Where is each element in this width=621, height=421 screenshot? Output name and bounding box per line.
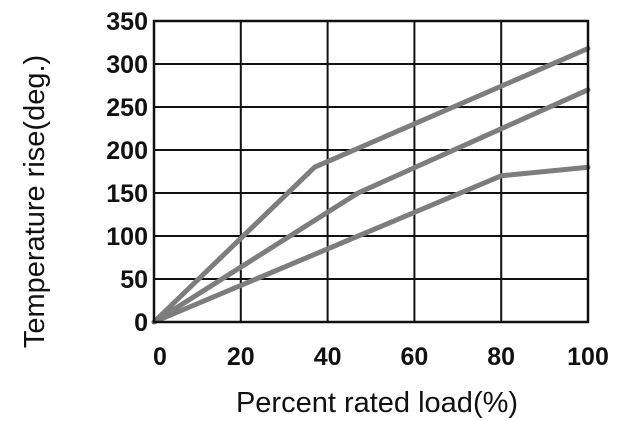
y-tick-label: 300 — [106, 51, 148, 79]
x-tick-label: 60 — [400, 343, 428, 371]
y-tick-label: 150 — [106, 180, 148, 208]
series-lines — [151, 46, 591, 325]
y-tick-label: 50 — [120, 266, 148, 294]
y-tick-label: 200 — [106, 137, 148, 165]
x-tick-label: 20 — [227, 343, 255, 371]
x-axis-label: Percent rated load(%) — [236, 387, 518, 419]
series-line-1 — [151, 46, 591, 325]
series-line-2 — [151, 87, 591, 325]
series-line-3 — [151, 164, 591, 325]
plot-frame — [152, 19, 590, 324]
x-tick-label: 80 — [487, 343, 515, 371]
y-axis-label: Temperature rise(deg.) — [19, 55, 51, 348]
y-tick-label: 100 — [106, 223, 148, 251]
x-tick-labels: 0 20 40 60 80 100 — [153, 343, 609, 371]
y-tick-label: 250 — [106, 94, 148, 122]
x-tick-label: 0 — [153, 343, 167, 371]
x-tick-label: 40 — [314, 343, 342, 371]
x-tick-label: 100 — [567, 343, 609, 371]
y-tick-labels: 0 50 100 150 200 250 300 350 — [106, 8, 148, 337]
y-tick-label: 0 — [134, 309, 148, 337]
y-tick-label: 350 — [106, 8, 148, 36]
